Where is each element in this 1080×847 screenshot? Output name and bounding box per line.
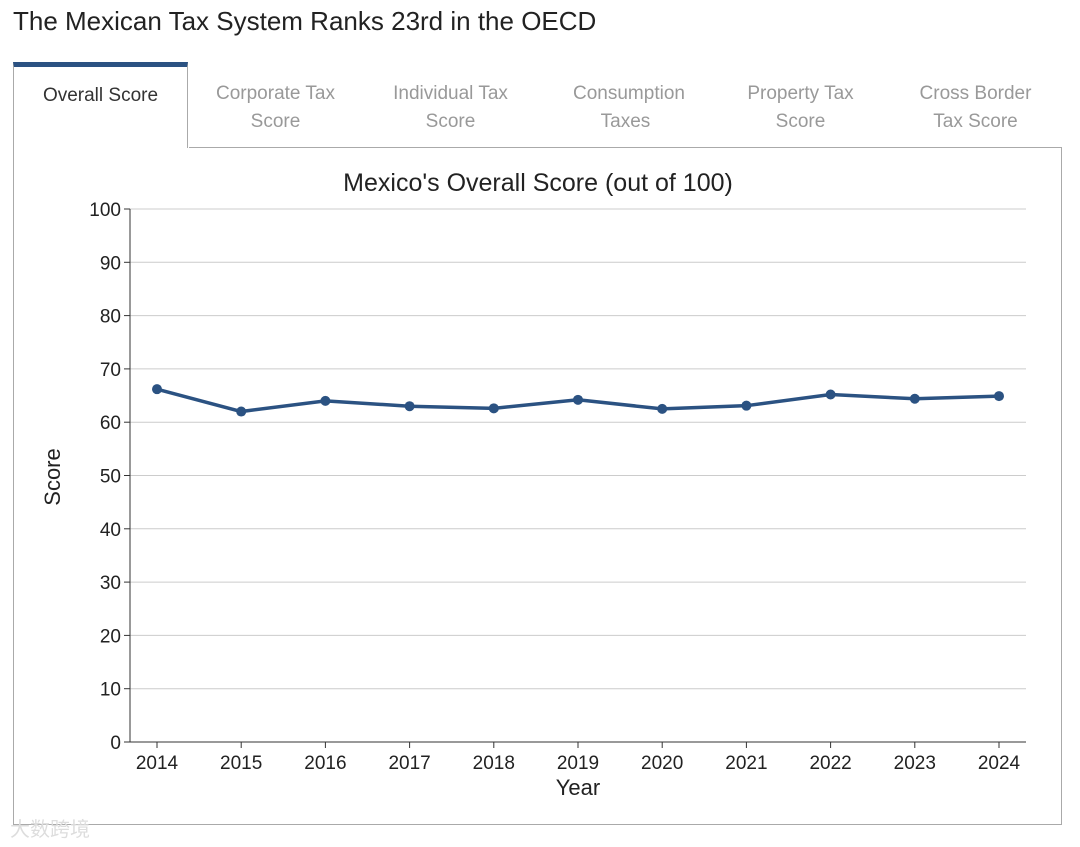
y-tick-label: 50: [100, 467, 121, 488]
y-tick-label: 60: [100, 413, 121, 434]
y-tick-label: 40: [100, 520, 121, 541]
y-tick-label: 0: [110, 733, 121, 754]
tab-corporate-tax-score[interactable]: Corporate Tax Score: [216, 83, 335, 132]
data-point: [488, 403, 499, 414]
x-tick-label: 2016: [304, 753, 346, 774]
tab-bar: Overall Score Corporate Tax Score Indivi…: [13, 62, 1063, 148]
data-point: [152, 384, 162, 395]
data-point: [404, 401, 415, 412]
data-point: [994, 391, 1004, 402]
data-point: [573, 394, 583, 405]
x-axis-label: Year: [556, 775, 600, 800]
x-tick-label: 2020: [641, 753, 683, 774]
tab-property-tax-score[interactable]: Property Tax Score: [747, 83, 854, 132]
data-point: [741, 400, 752, 411]
y-tick-label: 90: [100, 253, 121, 274]
watermark: 大数跨境: [10, 819, 90, 841]
x-tick-label: 2018: [473, 753, 515, 774]
y-tick-label: 20: [100, 626, 121, 647]
chart-panel: [13, 147, 1062, 825]
y-tick-label: 30: [100, 573, 121, 594]
x-tick-label: 2015: [220, 753, 262, 774]
x-tick-label: 2024: [978, 753, 1021, 774]
x-tick-label: 2022: [809, 753, 851, 774]
y-tick-label: 70: [100, 360, 121, 381]
y-axis-label: Score: [40, 448, 65, 505]
data-point: [236, 406, 247, 417]
y-tick-label: 10: [100, 680, 121, 701]
chart-title: Mexico's Overall Score (out of 100): [343, 169, 733, 197]
x-tick-label: 2017: [388, 753, 430, 774]
page-title: The Mexican Tax System Ranks 23rd in the…: [13, 6, 597, 36]
tab-cross-border-tax-score[interactable]: Cross Border Tax Score: [919, 83, 1032, 132]
x-tick-label: 2023: [894, 753, 936, 774]
data-point: [825, 389, 836, 400]
tab-consumption-taxes[interactable]: Consumption Taxes: [573, 83, 685, 132]
y-tick-label: 100: [89, 200, 121, 221]
tab-individual-tax-score[interactable]: Individual Tax Score: [393, 83, 508, 132]
tab-overall-score[interactable]: Overall Score: [13, 62, 188, 148]
data-point: [320, 395, 331, 406]
x-tick-label: 2014: [136, 753, 179, 774]
data-point: [909, 393, 920, 404]
x-tick-label: 2019: [557, 753, 599, 774]
x-tick-label: 2021: [725, 753, 767, 774]
y-tick-label: 80: [100, 307, 121, 328]
data-point: [657, 403, 668, 414]
